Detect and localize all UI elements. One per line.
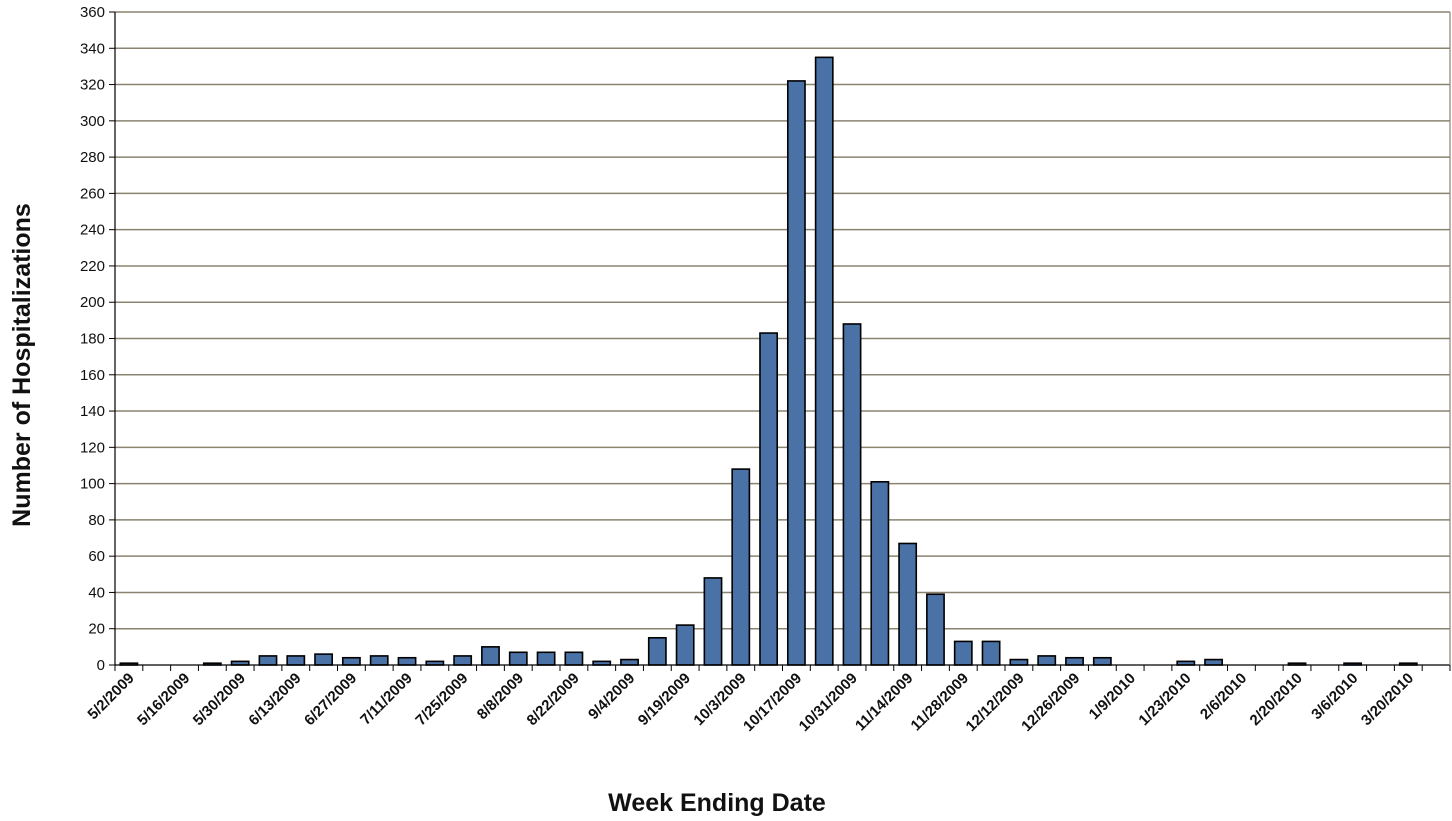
x-tick-label: 3/6/2010 — [1308, 670, 1361, 723]
y-axis-title: Number of Hospitalizations — [8, 203, 36, 527]
x-tick-label: 11/28/2009 — [908, 670, 973, 735]
y-tick-label: 160 — [80, 367, 105, 384]
bar-11-21-2009 — [926, 593, 945, 666]
y-tick-label: 280 — [80, 149, 105, 166]
y-tick-label: 260 — [80, 185, 105, 202]
bar-9-12-2009 — [647, 636, 667, 666]
bar-12-19-2009 — [1037, 655, 1057, 666]
x-tick-label: 1/9/2010 — [1086, 670, 1139, 723]
y-tick-label: 80 — [88, 512, 105, 529]
bar-12-12-2009 — [1009, 658, 1029, 666]
x-tick-label: 10/31/2009 — [796, 670, 861, 735]
x-tick-label: 9/19/2009 — [635, 670, 694, 729]
bar-10-10-2009 — [759, 332, 779, 666]
bar-9-19-2009 — [675, 624, 695, 666]
gridlines — [109, 11, 1450, 666]
bar-7-4-2009 — [369, 655, 389, 666]
bar-6-13-2009 — [286, 655, 306, 666]
bar-12-26-2009 — [1065, 656, 1084, 666]
x-tick-label: 2/6/2010 — [1197, 670, 1250, 723]
bar-9-4-2009 — [620, 658, 639, 666]
bar-10-3-2009 — [731, 468, 751, 666]
bar-7-11-2009 — [397, 656, 417, 666]
y-tick-label: 340 — [80, 40, 105, 57]
bar-6-20-2009 — [314, 653, 334, 666]
bar-6-27-2009 — [341, 656, 361, 666]
x-tick-label: 9/4/2009 — [585, 670, 638, 723]
x-tick-label: 6/13/2009 — [245, 670, 304, 729]
x-tick-label: 2/20/2010 — [1247, 670, 1306, 729]
bar-10-31-2009 — [842, 323, 862, 666]
y-tick-label: 40 — [88, 584, 105, 601]
y-tick-label: 20 — [88, 621, 105, 638]
x-axis-title: Week Ending Date — [608, 789, 826, 817]
bar-10-24-2009 — [814, 56, 834, 666]
x-tick-label: 8/22/2009 — [524, 670, 583, 729]
x-tick-label: 12/26/2009 — [1018, 670, 1083, 735]
x-tick-label: 11/14/2009 — [852, 670, 917, 735]
x-tick-label: 5/2/2009 — [84, 670, 137, 723]
axes — [114, 12, 1451, 671]
bar-8-22-2009 — [564, 651, 584, 666]
bar-8-1-2009 — [481, 646, 500, 666]
bar-12-5-2009 — [981, 640, 1001, 666]
x-tick-label: 5/16/2009 — [134, 670, 193, 729]
y-tick-labels: 0 20 40 60 80 100 120 140 160 180 200 220 240 260 280 3… — [80, 4, 105, 674]
x-tick-label: 1/23/2010 — [1135, 670, 1194, 729]
y-tick-label: 200 — [80, 294, 105, 311]
bar-10-17-2009 — [786, 80, 806, 666]
x-tick-label: 3/20/2010 — [1358, 670, 1417, 729]
x-tick-label: 12/12/2009 — [963, 670, 1028, 735]
x-tick-label: 7/11/2009 — [357, 670, 416, 729]
bar-11-14-2009 — [898, 542, 918, 666]
y-tick-label: 240 — [80, 222, 105, 239]
y-tick-label: 60 — [88, 548, 105, 565]
bar-11-7-2009 — [870, 480, 890, 666]
y-tick-label: 360 — [80, 4, 105, 21]
y-tick-label: 100 — [80, 476, 105, 493]
bar-6-6-2009 — [258, 655, 278, 666]
y-tick-label: 140 — [80, 403, 105, 420]
x-tick-label: 10/3/2009 — [690, 670, 749, 729]
y-tick-label: 120 — [80, 439, 105, 456]
y-tick-label: 220 — [80, 258, 105, 275]
x-tick-label: 8/8/2009 — [474, 670, 527, 723]
x-tick-label: 6/27/2009 — [301, 670, 360, 729]
x-tick-label: 7/25/2009 — [412, 670, 471, 729]
y-tick-label: 320 — [80, 77, 105, 94]
bar-9-26-2009 — [703, 577, 723, 666]
x-tick-label: 10/17/2009 — [740, 670, 805, 735]
bar-11-28-2009 — [953, 640, 973, 666]
bar-8-15-2009 — [536, 651, 556, 666]
y-tick-label: 0 — [97, 657, 105, 674]
bar-1-30-2010 — [1204, 658, 1224, 666]
bar-8-8-2009 — [508, 651, 528, 666]
bar-1-2-2010 — [1092, 656, 1112, 666]
bar-7-25-2009 — [453, 655, 473, 666]
x-tick-labels: 5/2/20095/16/20095/30/20096/13/20096/27/… — [84, 670, 1417, 735]
x-tick-label: 5/30/2009 — [190, 670, 249, 729]
bars — [119, 56, 1418, 666]
y-tick-label: 300 — [80, 113, 105, 130]
y-tick-label: 180 — [80, 331, 105, 348]
